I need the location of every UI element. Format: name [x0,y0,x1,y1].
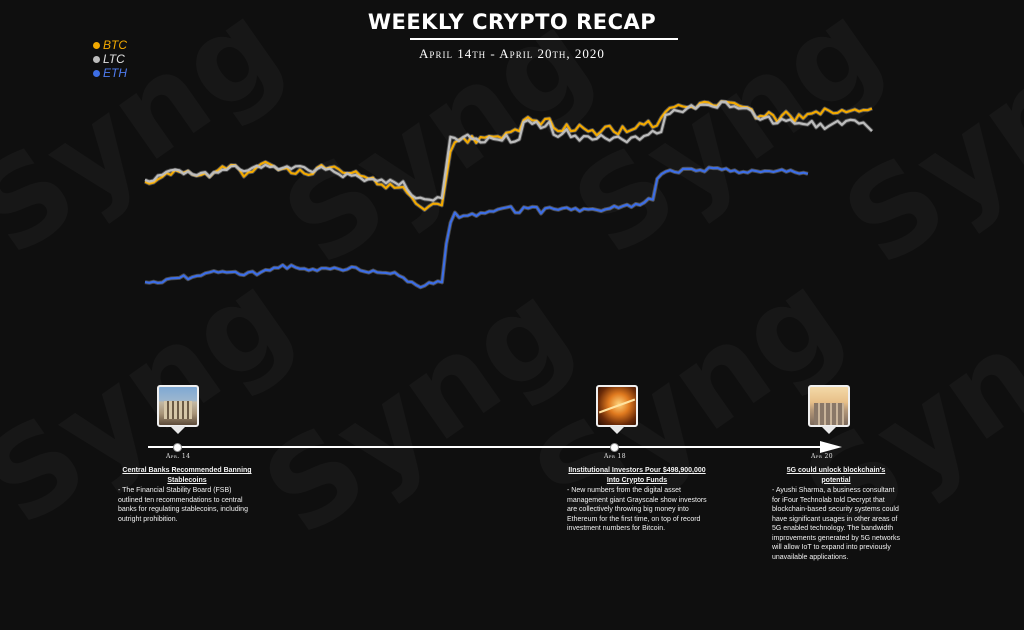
chart-legend: BTC LTC ETH [93,38,127,80]
series-line-ltc [144,100,873,202]
light-streak-icon [598,398,636,414]
event-apr20: 5G could unlock blockchain's potential -… [772,466,900,562]
event-apr18: IInstitutional Investors Pour $498,900,0… [567,466,707,534]
page-title: WEEKLY CRYPTO RECAP [367,10,657,34]
timeline-arrow [820,441,842,453]
legend-swatch-ltc [93,55,100,63]
watermark-text: Syng [241,256,596,563]
event-title: 5G could unlock blockchain's potential [786,467,886,484]
legend-label-btc: BTC [103,38,127,52]
event-date-apr20: Apr 20 [811,453,833,460]
event-text: - Ayushi Sharma, a business consultant f… [772,487,901,561]
event-text: - New numbers from the digital asset man… [567,487,707,532]
legend-label-ltc: LTC [103,52,125,66]
pin-tip [821,426,837,434]
building-icon [164,401,192,419]
event-text: - The Financial Stability Board (FSB) ou… [118,487,248,523]
event-title: IInstitutional Investors Pour $498,900,0… [568,467,706,484]
legend-item-btc: BTC [93,38,127,52]
event-date-apr14: Apr. 14 [166,453,191,460]
event-date-apr18: Apr 18 [604,453,626,460]
timeline-dot-apr18 [610,443,619,452]
title-underline [410,38,678,40]
event-image-apr14 [157,385,199,427]
legend-swatch-btc [93,41,100,49]
price-chart [144,99,874,290]
legend-label-eth: ETH [103,66,127,80]
timeline-dot-apr14 [173,443,182,452]
series-glow-ltc [144,99,874,203]
timeline-line [148,446,824,448]
series-line-eth [144,166,809,289]
legend-item-ltc: LTC [93,52,127,66]
legend-item-eth: ETH [93,66,127,80]
pin-tip [170,426,186,434]
event-apr14: Central Banks Recommended Banning Stable… [118,466,256,524]
event-title: Central Banks Recommended Banning Stable… [122,467,252,484]
event-image-apr18 [596,385,638,427]
city-skyline-icon [814,403,844,425]
pin-tip [609,426,625,434]
legend-swatch-eth [93,69,100,77]
page-subtitle: April 14th - April 20th, 2020 [419,46,605,61]
series-glow-eth [144,165,809,290]
event-image-apr20 [808,385,850,427]
series-line-btc [144,100,873,211]
